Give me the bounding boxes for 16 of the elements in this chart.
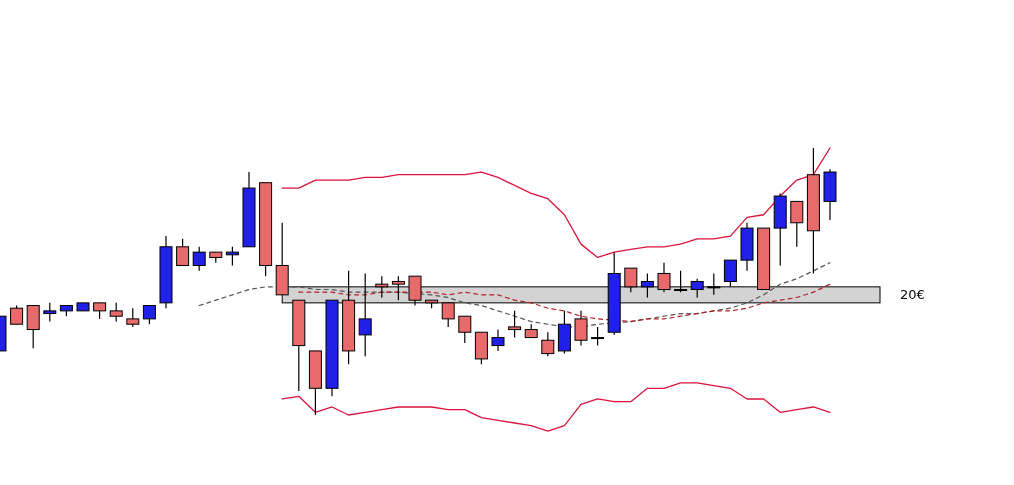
candlestick	[10, 304, 24, 325]
candlestick	[192, 246, 206, 272]
candlestick	[225, 246, 239, 267]
band-label: 20€	[900, 287, 925, 303]
candlestick	[43, 302, 57, 323]
candlestick	[790, 200, 804, 248]
candlestick	[591, 326, 605, 347]
candlestick	[508, 310, 522, 339]
candlestick	[458, 315, 472, 344]
candlestick	[491, 328, 505, 352]
candlestick	[541, 331, 555, 357]
candlestick	[126, 307, 140, 328]
candlestick	[142, 304, 156, 325]
candlestick	[176, 238, 190, 267]
candlestick	[109, 302, 123, 323]
candlestick	[574, 310, 588, 347]
